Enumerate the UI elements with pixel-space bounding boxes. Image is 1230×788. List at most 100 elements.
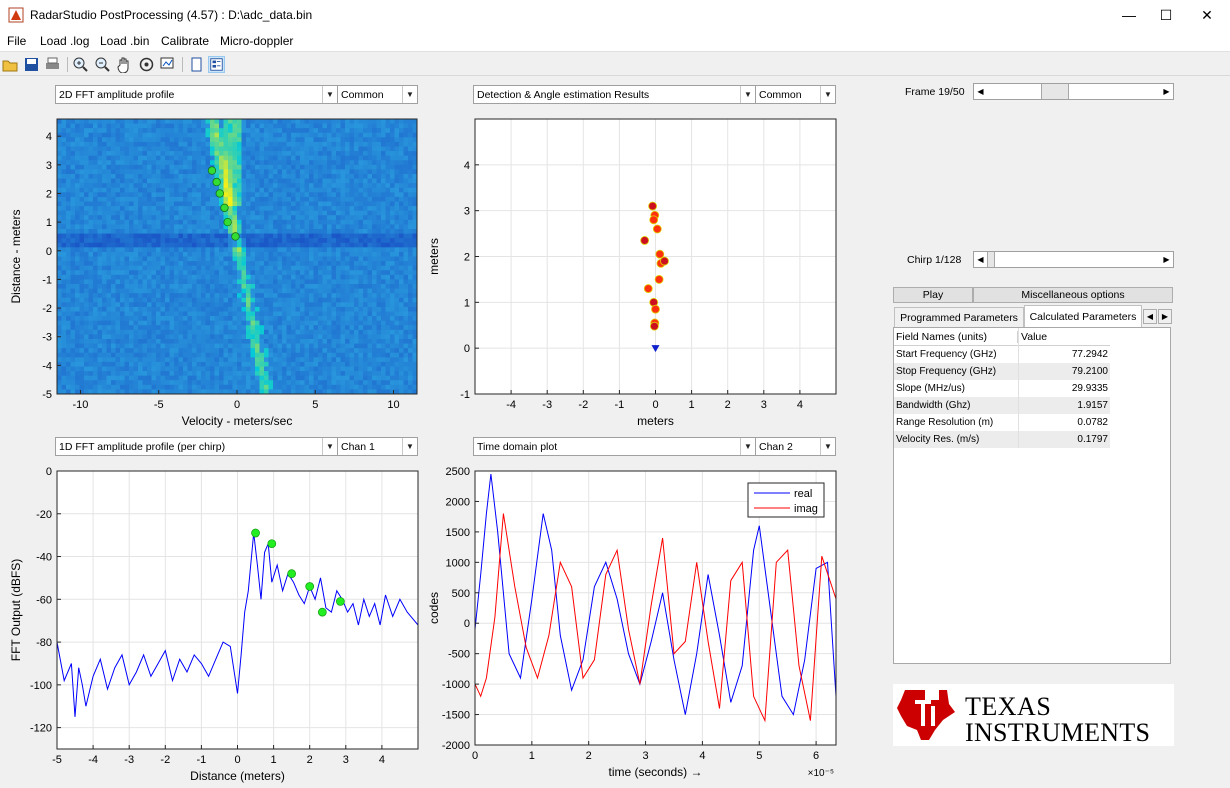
rotate-icon[interactable] bbox=[138, 56, 155, 73]
heatmap-cell bbox=[223, 187, 229, 193]
panel2-option-select[interactable]: Common ▼ bbox=[755, 85, 836, 104]
heatmap-cell bbox=[106, 256, 112, 262]
panel1-plot-select[interactable]: 2D FFT amplitude profile ▼ bbox=[55, 85, 338, 104]
heatmap-cell bbox=[367, 247, 373, 253]
heatmap-cell bbox=[376, 247, 382, 253]
heatmap-cell bbox=[264, 320, 269, 326]
heatmap-cell bbox=[219, 274, 224, 280]
panel4-option-select[interactable]: Chan 2 ▼ bbox=[755, 437, 836, 456]
heatmap-cell bbox=[309, 187, 314, 193]
heatmap-cell bbox=[210, 265, 215, 271]
zoom-out-icon[interactable] bbox=[94, 56, 111, 73]
pan-icon[interactable] bbox=[116, 56, 133, 73]
menu-load-log[interactable]: Load .log bbox=[40, 34, 90, 48]
heatmap-cell bbox=[390, 284, 395, 289]
heatmap-cell bbox=[277, 219, 283, 225]
heatmap-cell bbox=[381, 242, 386, 248]
heatmap-cell bbox=[394, 128, 400, 134]
heatmap-cell bbox=[340, 375, 346, 381]
heatmap-cell bbox=[174, 361, 179, 367]
heatmap-cell bbox=[205, 306, 211, 312]
heatmap-cell bbox=[129, 128, 134, 134]
heatmap-cell bbox=[192, 265, 197, 271]
panel3-option-select[interactable]: Chan 1 ▼ bbox=[337, 437, 418, 456]
heatmap-cell bbox=[295, 155, 301, 161]
heatmap-cell bbox=[273, 389, 278, 395]
heatmap-cell bbox=[174, 210, 179, 216]
heatmap-cell bbox=[358, 348, 364, 354]
toggle-panel-icon[interactable] bbox=[188, 56, 205, 73]
heatmap-cell bbox=[151, 329, 157, 335]
heatmap-cell bbox=[345, 146, 350, 152]
print-icon[interactable] bbox=[44, 56, 61, 73]
heatmap-cell bbox=[304, 219, 310, 225]
detection-point bbox=[223, 217, 232, 227]
heatmap-cell bbox=[165, 247, 170, 253]
layout-icon[interactable] bbox=[208, 56, 225, 73]
heatmap-cell bbox=[174, 242, 179, 248]
heatmap-cell bbox=[277, 201, 283, 207]
panel4-plot-select[interactable]: Time domain plot ▼ bbox=[473, 437, 756, 456]
heatmap-cell bbox=[61, 261, 67, 267]
heatmap-cell bbox=[169, 123, 175, 129]
heatmap-cell bbox=[178, 348, 184, 354]
heatmap-cell bbox=[340, 384, 346, 390]
heatmap-cell bbox=[169, 155, 175, 161]
heatmap-cell bbox=[376, 297, 382, 303]
heatmap-cell bbox=[120, 384, 125, 390]
zoom-in-icon[interactable] bbox=[72, 56, 89, 73]
heatmap-cell bbox=[304, 329, 310, 335]
heatmap-cell bbox=[124, 196, 130, 202]
save-icon[interactable] bbox=[23, 56, 40, 73]
heatmap-cell bbox=[394, 311, 400, 317]
heatmap-cell bbox=[394, 219, 400, 225]
maximize-button[interactable]: ☐ bbox=[1159, 6, 1173, 23]
panel1-option-select[interactable]: Common ▼ bbox=[337, 85, 418, 104]
heatmap-cell bbox=[156, 123, 161, 129]
heatmap-cell bbox=[246, 361, 251, 367]
heatmap-cell bbox=[165, 288, 170, 294]
minimize-button[interactable]: — bbox=[1122, 7, 1136, 23]
heatmap-cell bbox=[372, 132, 377, 138]
close-button[interactable]: ✕ bbox=[1201, 6, 1213, 23]
heatmap-cell bbox=[196, 174, 202, 179]
panel2-plot-select[interactable]: Detection & Angle estimation Results ▼ bbox=[473, 85, 756, 104]
heatmap-cell bbox=[156, 137, 161, 143]
data-cursor-icon[interactable] bbox=[159, 56, 176, 73]
heatmap-cell bbox=[183, 329, 188, 335]
open-icon[interactable] bbox=[2, 56, 19, 73]
heatmap-cell bbox=[372, 270, 377, 276]
heatmap-cell bbox=[133, 123, 139, 129]
heatmap-cell bbox=[214, 366, 220, 372]
heatmap-cell bbox=[111, 339, 116, 344]
heatmap-cell bbox=[106, 293, 112, 299]
heatmap-cell bbox=[322, 302, 328, 308]
menu-file[interactable]: File bbox=[7, 34, 27, 48]
heatmap-cell bbox=[169, 132, 175, 138]
menu-calibrate[interactable]: Calibrate bbox=[161, 34, 210, 48]
heatmap-cell bbox=[111, 169, 116, 175]
heatmap-cell bbox=[327, 371, 332, 377]
heatmap-cell bbox=[66, 247, 71, 253]
panel3-plot-select[interactable]: 1D FFT amplitude profile (per chirp) ▼ bbox=[55, 437, 338, 456]
heatmap-cell bbox=[174, 132, 179, 138]
heatmap-cell bbox=[214, 320, 220, 326]
menu-micro-doppler[interactable]: Micro-doppler bbox=[220, 34, 294, 48]
heatmap-cell bbox=[309, 251, 314, 257]
heatmap-cell bbox=[151, 233, 157, 239]
heatmap-cell bbox=[93, 146, 98, 152]
heatmap-cell bbox=[66, 238, 71, 244]
heatmap-cell bbox=[268, 210, 274, 216]
heatmap-cell bbox=[381, 128, 386, 134]
heatmap-cell bbox=[111, 302, 116, 308]
heatmap-cell bbox=[210, 224, 215, 230]
heatmap-cell bbox=[192, 293, 197, 299]
heatmap-cell bbox=[97, 238, 103, 244]
menu-load-bin[interactable]: Load .bin bbox=[100, 34, 150, 48]
heatmap-cell bbox=[250, 187, 256, 193]
heatmap-cells bbox=[57, 119, 418, 395]
heatmap-cell bbox=[210, 219, 215, 225]
heatmap-cell bbox=[291, 293, 296, 299]
heatmap-cell bbox=[147, 380, 152, 386]
heatmap-cell bbox=[291, 169, 296, 175]
